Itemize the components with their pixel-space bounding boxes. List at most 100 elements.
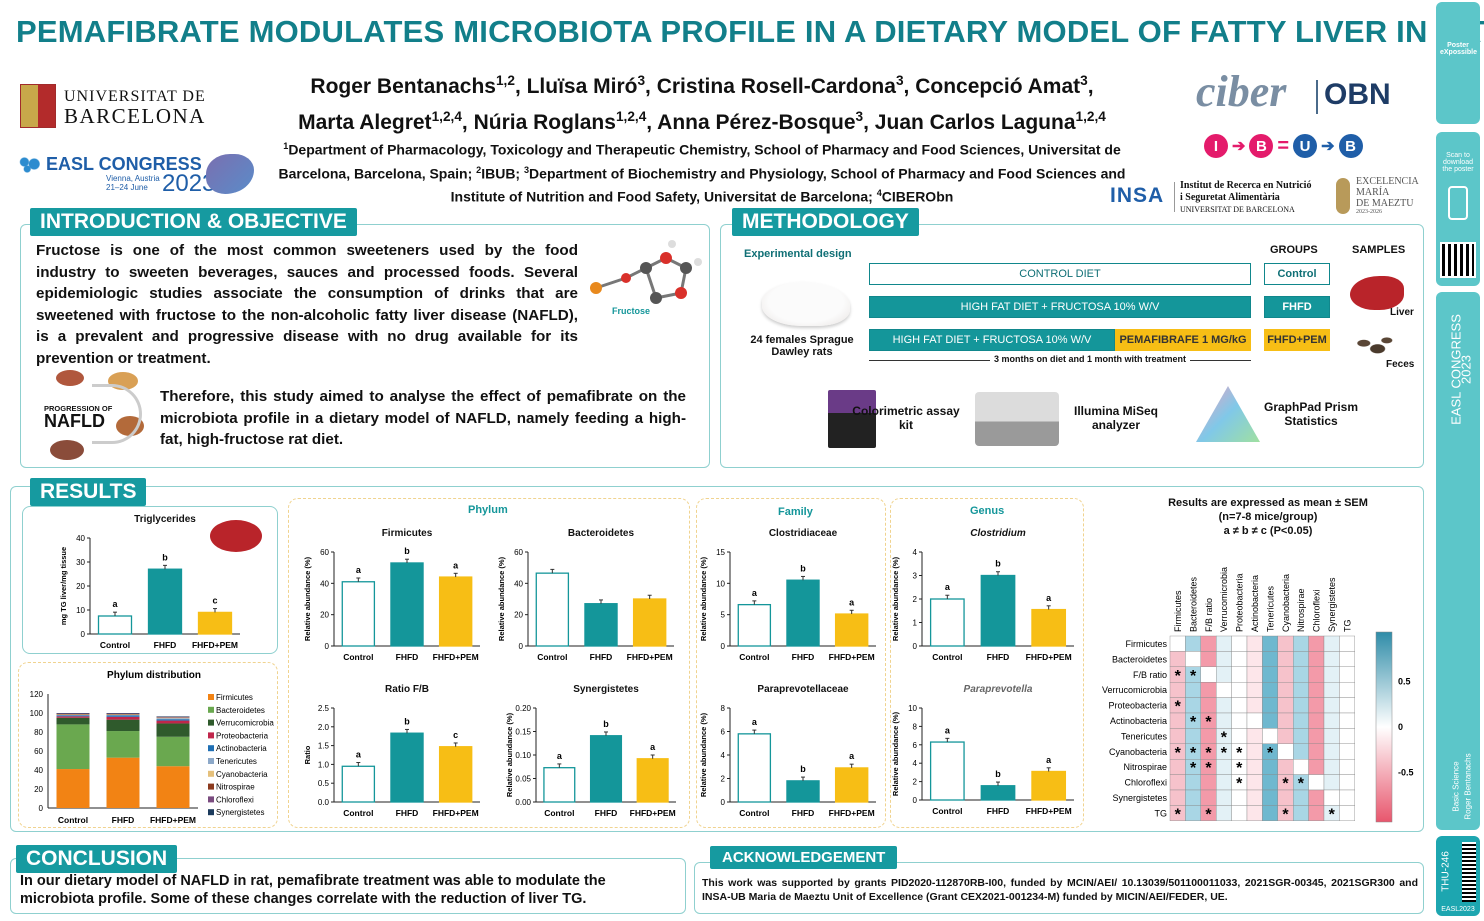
significance-letter: a [752,717,758,727]
heatmap-cell [1323,743,1340,760]
x-tick-label: Control [343,808,373,818]
heatmap-cell [1215,805,1232,822]
chart-title: Firmicutes [382,528,433,539]
legend-swatch [208,770,214,777]
bar-control [341,581,376,647]
ack-panel [694,862,1424,914]
rat-icon [762,282,850,326]
heatmap-cell [1339,805,1356,822]
bar-chart-paraprevotella: Paraprevotella 0 2 4 6 8 10 Relative abundance … [891,684,1074,816]
heatmap-cell [1262,635,1279,652]
legend-swatch [208,694,214,700]
heatmap-cell [1231,682,1248,698]
significance-star: * [1267,745,1274,762]
y-tick-label: 8 [913,722,918,731]
x-tick-label: FHFD [987,652,1010,662]
family-header: Family [778,506,813,518]
heatmap-cell [1246,805,1263,822]
sidebar-code-label: THU-246 [1440,851,1452,892]
heatmap-cell [1292,697,1309,714]
legend-swatch [208,719,214,726]
x-tick-label: FHFD [590,652,613,662]
heatmap-cell [1169,728,1186,745]
heatmap-cell [1246,635,1263,652]
heatmap-cell [1308,635,1325,652]
obn-word: OBN [1324,78,1391,111]
x-tick-label: FHFD [154,640,177,650]
segment-verrucomicrobia [156,723,190,737]
exp-design-label: Experimental design [744,248,852,260]
y-tick-label: 80 [34,728,43,737]
color-scale [1375,631,1393,823]
significance-star: * [1175,699,1182,716]
segment-proteobacteria [106,716,140,720]
heatmap-cell [1323,728,1340,745]
heatmap-cell [1277,712,1294,729]
chart-title: Synergistetes [573,684,639,695]
y-tick-label: 0 [325,642,330,651]
x-tick-label: FHFD [792,808,815,818]
x-tick-label: FHFD [595,808,618,818]
sidebar-congress-year: 2023 [1458,355,1474,384]
y-tick-label: 2.0 [318,723,330,732]
segment-actinobacteria [106,715,140,717]
segment-verrucomicrobia [56,717,90,725]
y-tick-label: 2 [913,778,918,787]
significance-letter: a [557,751,563,761]
heatmap-cell [1308,697,1325,714]
y-tick-label: 0 [519,642,524,651]
bar-fhfd [980,574,1016,647]
y-tick-label: 0 [721,798,726,807]
significance-letter: a [752,588,758,598]
sidebar-qr[interactable]: Scan to download the poster [1436,132,1480,286]
heatmap-cell [1231,697,1248,714]
barcode-icon [1462,842,1476,902]
sidebar-bottom: EASL CONGRESS 2023 Basic Science Roger B… [1436,292,1480,830]
bar-chart-synergistetes: Synergistetes 0.00 0.05 0.10 0.15 0.20Relativ… [505,684,676,818]
genus-panel [890,498,1084,828]
x-tick-label: FHFD+PEM [1026,652,1072,662]
results-panel [10,486,1424,832]
y-tick-label: 2 [721,775,726,784]
x-tick-label: FHFD [112,815,135,825]
phylum-header: Phylum [468,504,508,516]
segment-bacteroidetes [56,724,90,770]
legend-swatch [208,745,214,752]
heatmap-cell [1339,712,1356,729]
y-tick-label: 0.05 [515,775,531,784]
feces-icon [1350,332,1396,360]
heatmap-cell [1262,774,1279,791]
bar-fhfd [390,732,424,803]
heatmap-cell [1262,789,1279,806]
significance-letter: a [849,597,855,607]
heatmap-cell [1323,774,1340,791]
heatmap-cell [1339,789,1356,806]
significance-star: * [1205,760,1212,777]
heatmap-cell [1308,651,1325,668]
rats-label: 24 females Sprague Dawley rats [750,334,854,358]
column-label: Nitrospirae [1296,588,1306,632]
bar-fhfd-pem [438,746,473,803]
heatmap-cell [1262,697,1279,714]
heatmap-cell [1339,697,1356,714]
insa-text1: Institut de Recerca en Nutrició [1180,180,1312,191]
nafld-progression-label: PROGRESSION OF [44,404,113,413]
y-tick-label: 30 [76,558,85,567]
chart-title: Ratio F/B [385,684,429,695]
significance-star: * [1329,806,1336,823]
bar-fhfd [589,735,623,803]
group-control: Control [1264,263,1330,285]
qr-code-icon[interactable] [1440,242,1476,278]
y-tick-label: 2.5 [318,704,330,713]
stats-line1: Results are expressed as mean ± SEM [1168,497,1368,509]
bar-fhfd-pem [834,767,869,803]
column-label: Actinobacteria [1250,575,1260,632]
x-tick-label: Control [932,652,962,662]
significance-letter: a [1046,755,1052,765]
row-label: Verrucomicrobia [1102,685,1167,695]
y-tick-label: 1 [913,619,918,628]
heatmap-cell [1277,743,1294,760]
easl-logo: EASL CONGRESS Vienna, Austria 21–24 June… [16,150,256,200]
y-tick-label: 20 [76,582,85,591]
sidebar-easl2023: EASL2023 [1441,906,1475,913]
